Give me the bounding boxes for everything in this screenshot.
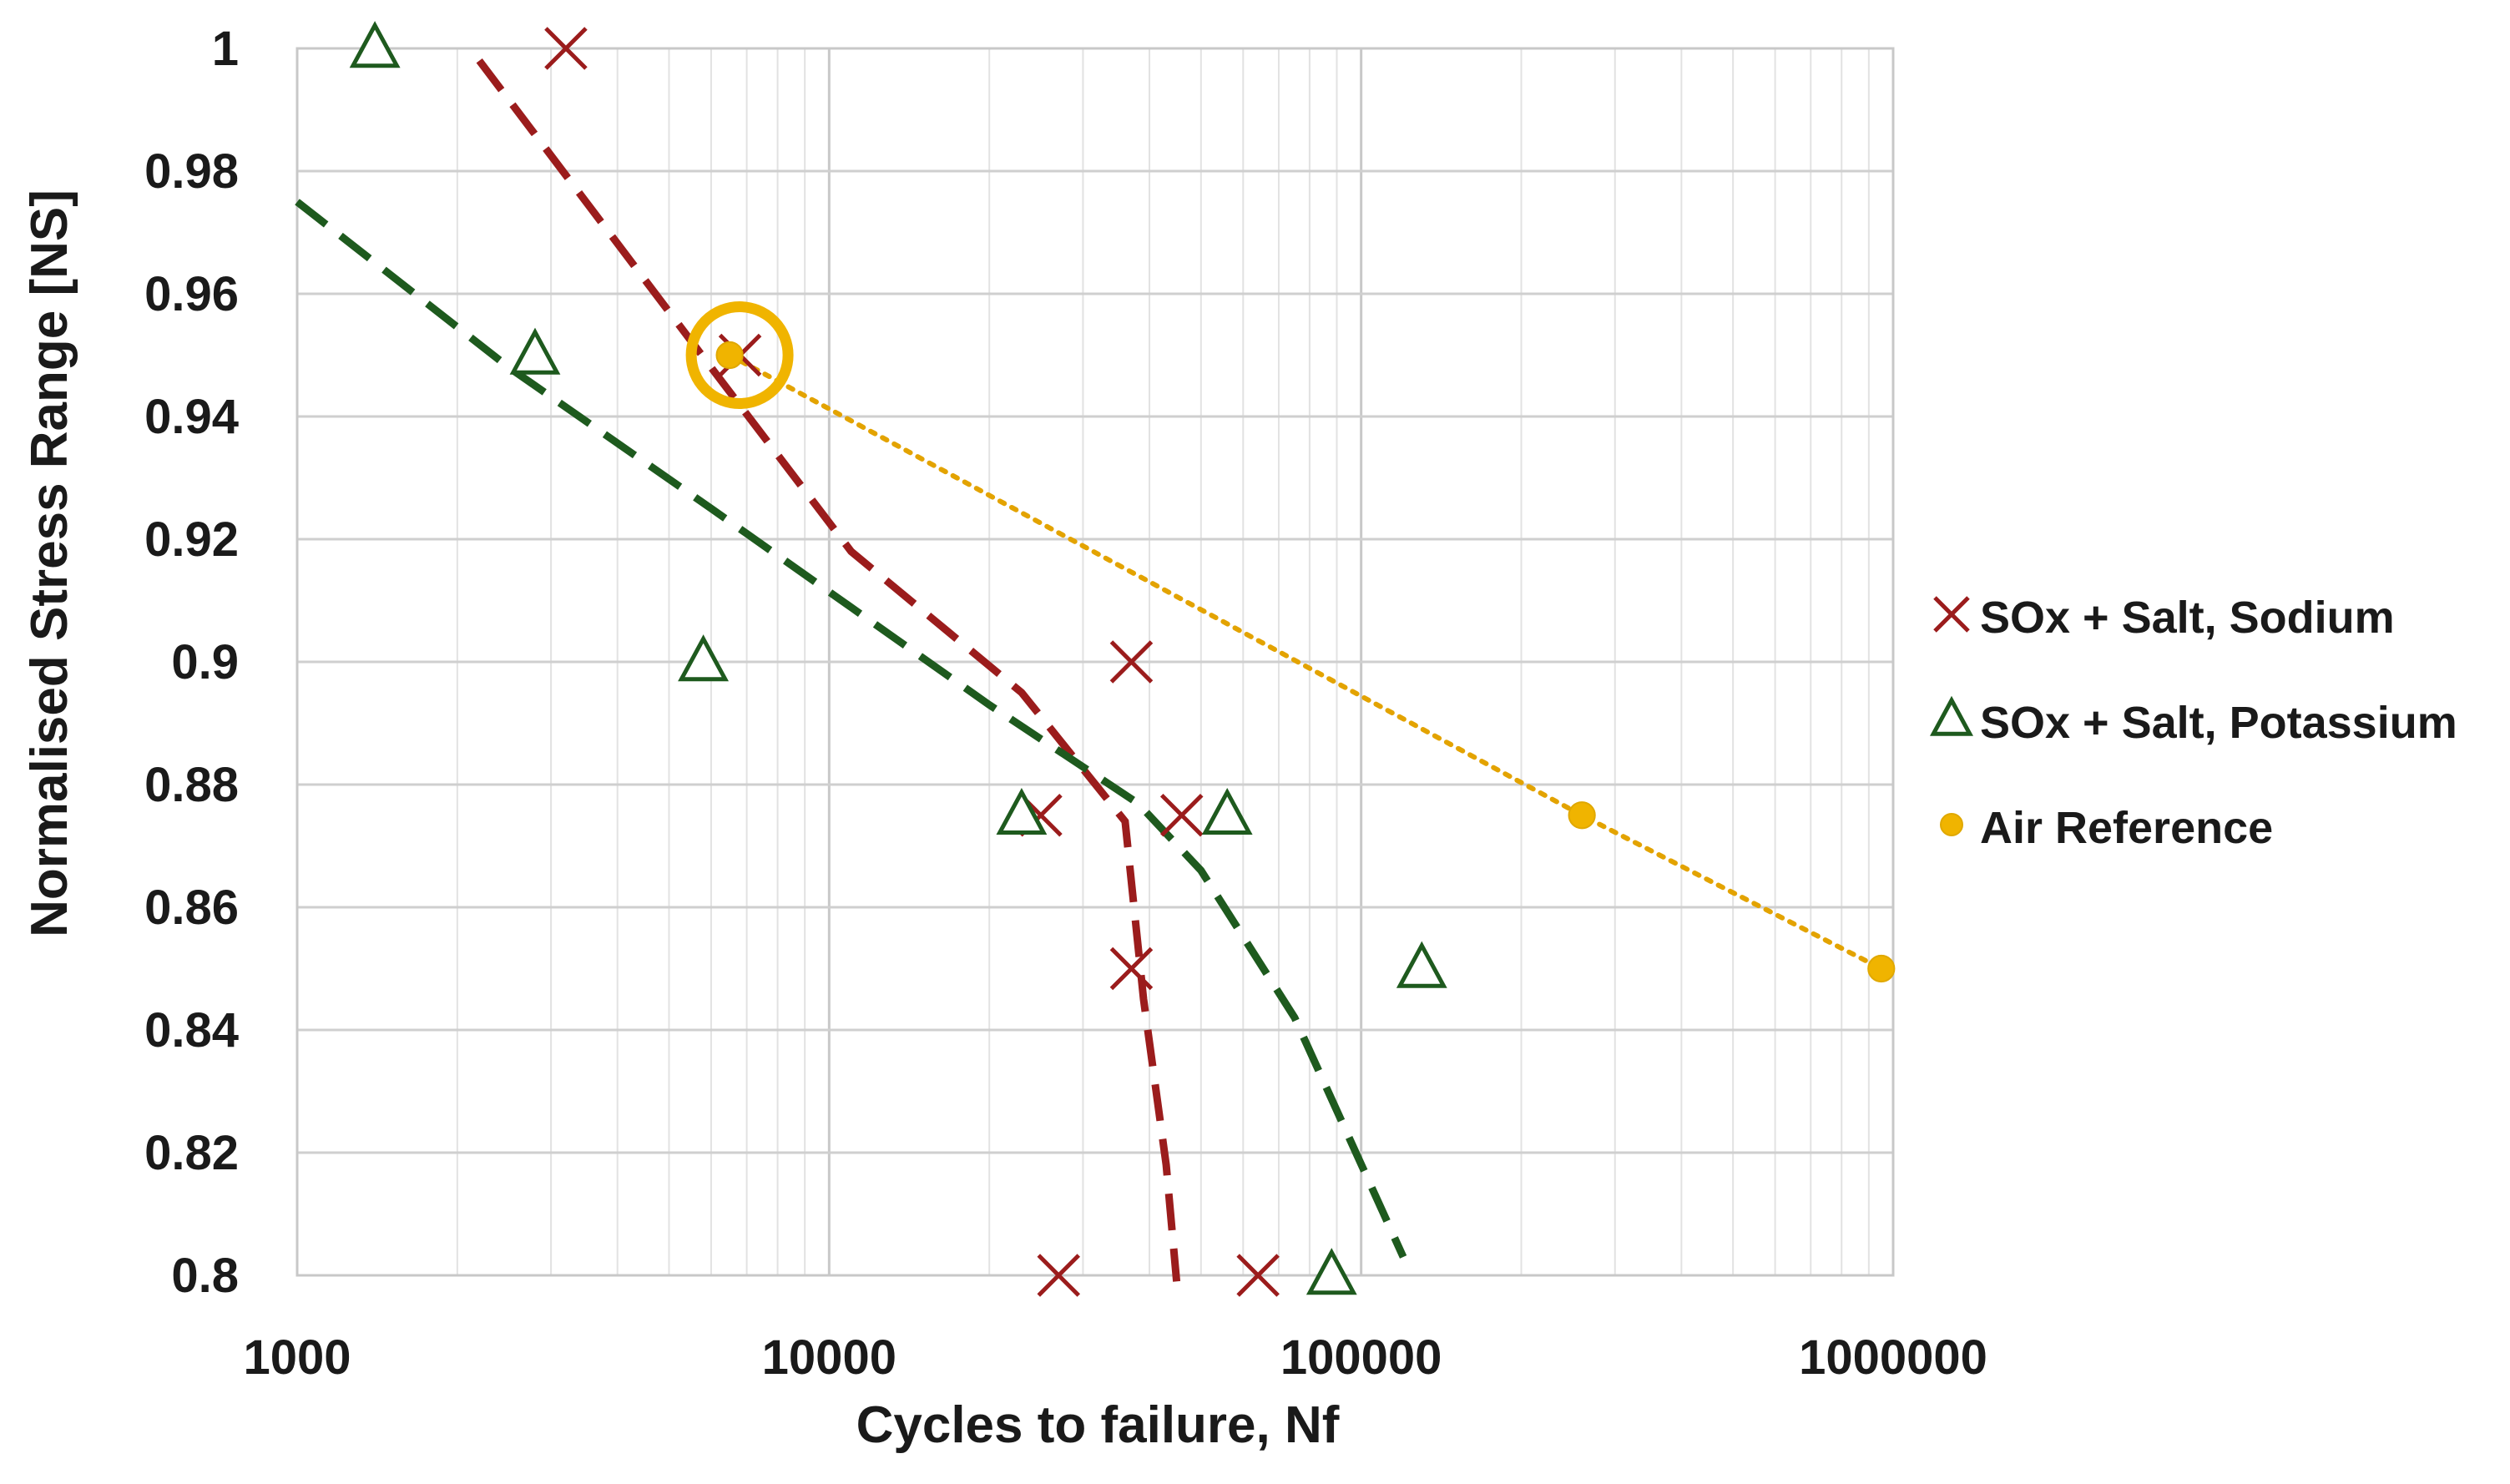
data-point-1-5 bbox=[1396, 941, 1447, 988]
data-point-1-6 bbox=[1306, 1248, 1357, 1295]
data-point-0-2 bbox=[1109, 640, 1154, 684]
y-tick-label: 0.96 bbox=[144, 267, 239, 321]
data-point-0-5 bbox=[1109, 946, 1154, 991]
legend-label: SOx + Salt, Sodium bbox=[1980, 593, 2395, 643]
y-tick-label: 0.9 bbox=[171, 635, 239, 689]
data-point-0-0 bbox=[544, 27, 588, 70]
legend-marker bbox=[1940, 813, 1963, 836]
data-point-2-2 bbox=[1867, 954, 1896, 983]
trendlines bbox=[295, 58, 1884, 1282]
x-tick-labels: 1000 10000 100000 1000000 bbox=[243, 1330, 1987, 1385]
y-axis-title: Normalised Stress Range [NS] bbox=[21, 189, 78, 937]
data-point-0-7 bbox=[1236, 1254, 1280, 1297]
y-tick-labels: 0.8 0.82 0.84 0.86 0.88 0.9 0.92 0.94 0.96 0.98 1 bbox=[144, 22, 239, 1303]
data-point-2-1 bbox=[1568, 801, 1596, 830]
highlight-ring bbox=[685, 301, 794, 409]
x-axis-title: Cycles to failure, Nf bbox=[856, 1396, 1340, 1454]
x-tick-label: 1000000 bbox=[1799, 1330, 1987, 1385]
legend-item-1: SOx + Salt, Potassium bbox=[1930, 695, 2457, 748]
data-point-1-4 bbox=[1201, 787, 1253, 835]
y-tick-label: 0.92 bbox=[144, 512, 239, 567]
legend-item-2: Air Reference bbox=[1940, 803, 2273, 853]
legend-item-0: SOx + Salt, Sodium bbox=[1933, 593, 2395, 643]
data-point-0-4 bbox=[1159, 793, 1204, 837]
y-tick-label: 0.8 bbox=[171, 1249, 239, 1303]
x-tick-label: 1000 bbox=[243, 1330, 351, 1385]
trendline-1 bbox=[295, 199, 1407, 1259]
y-tick-label: 0.88 bbox=[144, 758, 239, 812]
grid bbox=[295, 47, 1895, 1277]
legend: SOx + Salt, Sodium SOx + Salt, Potassium A… bbox=[1930, 593, 2457, 853]
markers bbox=[349, 21, 1896, 1297]
plot-border bbox=[295, 47, 1895, 1277]
legend-label: Air Reference bbox=[1980, 803, 2273, 853]
data-point-0-6 bbox=[1037, 1254, 1081, 1297]
y-tick-label: 0.84 bbox=[144, 1003, 239, 1057]
plot-frame bbox=[295, 47, 1895, 1277]
data-point-1-0 bbox=[349, 21, 401, 68]
y-tick-label: 0.82 bbox=[144, 1126, 239, 1180]
x-tick-label: 10000 bbox=[762, 1330, 896, 1385]
data-point-1-2 bbox=[678, 634, 730, 682]
x-tick-label: 100000 bbox=[1280, 1330, 1442, 1385]
data-point-2-0 bbox=[715, 341, 744, 370]
data-point-1-1 bbox=[509, 327, 561, 375]
data-point-1-3 bbox=[996, 787, 1048, 835]
y-tick-label: 1 bbox=[212, 22, 239, 76]
y-tick-label: 0.94 bbox=[144, 390, 239, 444]
y-tick-label: 0.86 bbox=[144, 881, 239, 935]
legend-marker bbox=[1933, 596, 1970, 633]
legend-marker bbox=[1930, 695, 1973, 736]
y-tick-label: 0.98 bbox=[144, 144, 239, 199]
legend-label: SOx + Salt, Potassium bbox=[1980, 698, 2457, 748]
